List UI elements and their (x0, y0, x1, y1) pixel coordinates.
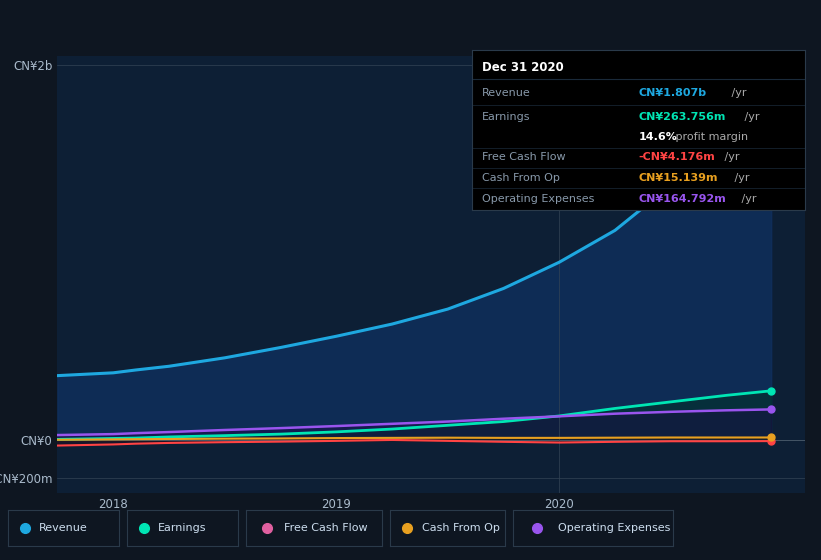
Text: Operating Expenses: Operating Expenses (558, 523, 670, 533)
Text: Dec 31 2020: Dec 31 2020 (482, 62, 564, 74)
Text: /yr: /yr (738, 194, 757, 204)
Text: /yr: /yr (732, 173, 750, 183)
Text: /yr: /yr (728, 88, 746, 99)
Text: CN¥263.756m: CN¥263.756m (639, 113, 726, 123)
Text: CN¥164.792m: CN¥164.792m (639, 194, 726, 204)
Text: Cash From Op: Cash From Op (422, 523, 500, 533)
Text: /yr: /yr (741, 113, 760, 123)
Text: profit margin: profit margin (672, 132, 748, 142)
Text: Earnings: Earnings (158, 523, 207, 533)
Text: Cash From Op: Cash From Op (482, 173, 560, 183)
Text: Revenue: Revenue (39, 523, 88, 533)
Text: Free Cash Flow: Free Cash Flow (284, 523, 368, 533)
Text: Earnings: Earnings (482, 113, 530, 123)
Text: Operating Expenses: Operating Expenses (482, 194, 594, 204)
Text: CN¥15.139m: CN¥15.139m (639, 173, 718, 183)
Text: /yr: /yr (722, 152, 740, 162)
Text: Free Cash Flow: Free Cash Flow (482, 152, 566, 162)
Text: Revenue: Revenue (482, 88, 531, 99)
Text: 14.6%: 14.6% (639, 132, 677, 142)
Text: -CN¥4.176m: -CN¥4.176m (639, 152, 715, 162)
Text: CN¥1.807b: CN¥1.807b (639, 88, 706, 99)
